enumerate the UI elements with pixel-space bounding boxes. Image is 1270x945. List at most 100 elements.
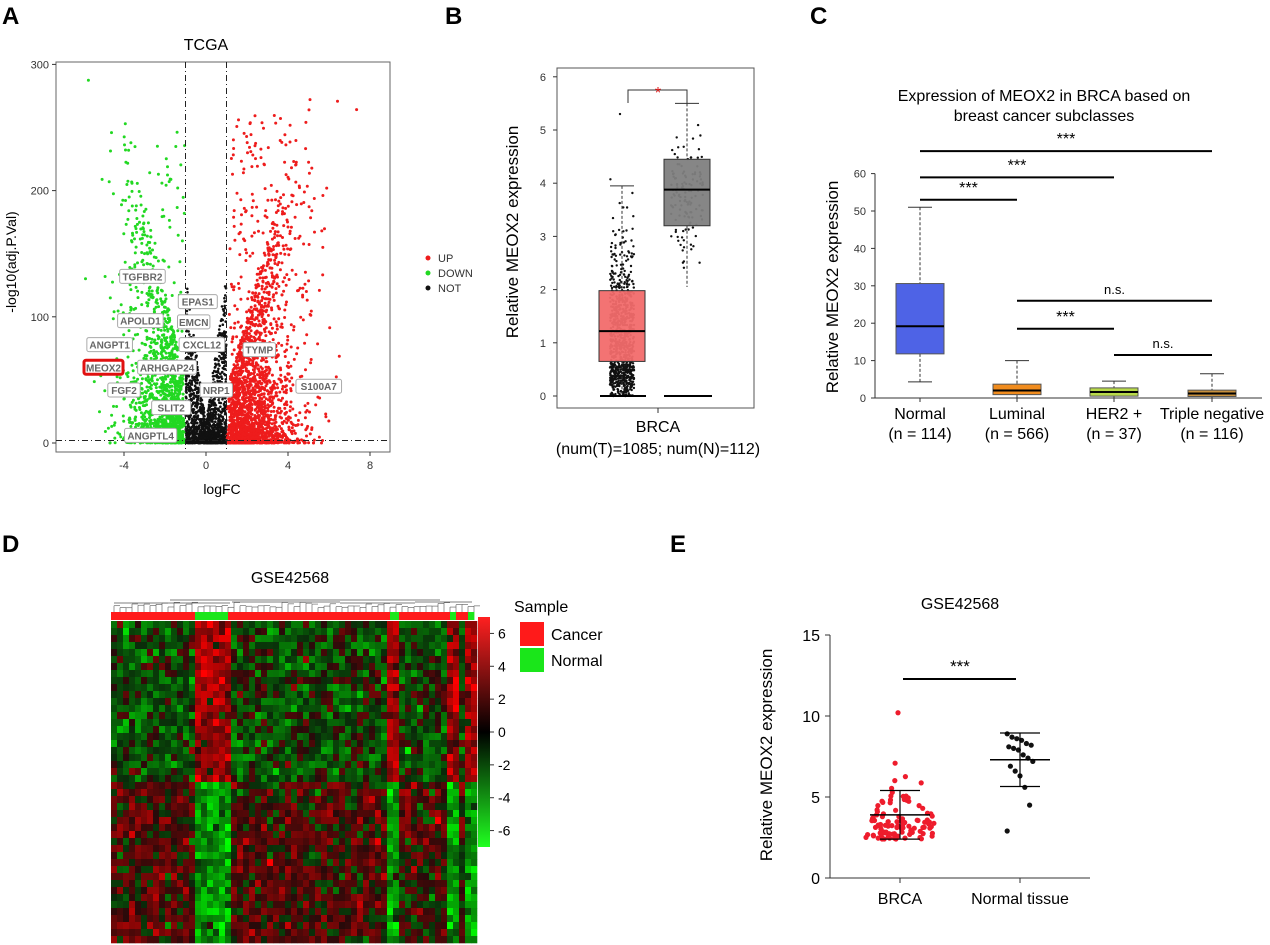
down-point bbox=[172, 281, 176, 285]
up-point bbox=[233, 387, 237, 391]
up-point bbox=[236, 432, 240, 436]
up-point bbox=[284, 173, 288, 177]
down-point bbox=[168, 225, 172, 229]
up-point bbox=[266, 313, 270, 317]
not-point bbox=[222, 367, 226, 371]
up-point bbox=[255, 441, 259, 445]
not-point bbox=[196, 371, 200, 375]
not-point bbox=[220, 375, 223, 378]
up-point bbox=[263, 187, 267, 191]
up-point bbox=[231, 400, 235, 404]
up-point bbox=[279, 325, 283, 329]
down-point bbox=[177, 421, 181, 424]
up-point bbox=[237, 386, 241, 390]
down-point bbox=[140, 241, 144, 245]
down-point bbox=[123, 260, 127, 264]
down-point bbox=[148, 419, 152, 423]
up-point bbox=[287, 253, 291, 257]
down-point bbox=[120, 203, 123, 207]
up-point bbox=[298, 286, 302, 290]
up-point bbox=[263, 319, 267, 323]
down-point bbox=[122, 232, 126, 236]
up-point bbox=[255, 278, 259, 282]
down-point bbox=[115, 405, 119, 408]
down-point bbox=[142, 221, 146, 225]
down-point bbox=[165, 309, 169, 313]
up-point bbox=[259, 331, 263, 335]
down-point bbox=[154, 300, 158, 304]
up-point bbox=[239, 222, 243, 226]
up-point bbox=[266, 262, 270, 266]
up-point bbox=[239, 340, 243, 344]
down-point bbox=[163, 386, 167, 390]
up-point bbox=[270, 402, 274, 406]
up-point bbox=[248, 428, 252, 432]
down-point bbox=[129, 425, 133, 428]
up-point bbox=[271, 253, 275, 257]
down-point bbox=[181, 195, 185, 199]
down-point bbox=[100, 177, 104, 181]
up-point bbox=[278, 424, 281, 428]
not-point bbox=[192, 333, 195, 337]
down-point bbox=[145, 301, 149, 305]
not-point bbox=[218, 421, 222, 424]
down-point bbox=[181, 397, 185, 400]
up-point bbox=[300, 423, 304, 427]
up-point bbox=[321, 273, 325, 277]
up-point bbox=[271, 248, 275, 251]
not-point bbox=[192, 411, 195, 415]
up-point bbox=[251, 359, 255, 363]
up-point bbox=[232, 348, 236, 352]
down-point bbox=[162, 423, 166, 427]
up-point bbox=[256, 267, 260, 271]
up-point bbox=[243, 362, 247, 366]
not-point bbox=[196, 378, 199, 382]
down-point bbox=[137, 348, 141, 352]
up-point bbox=[255, 308, 259, 312]
not-point bbox=[195, 376, 199, 380]
up-point bbox=[307, 171, 311, 175]
up-point bbox=[282, 193, 285, 197]
down-point bbox=[138, 237, 142, 241]
up-point bbox=[270, 274, 274, 278]
up-point bbox=[284, 303, 288, 307]
down-point bbox=[179, 163, 183, 167]
up-point bbox=[250, 192, 254, 196]
up-point bbox=[241, 390, 244, 394]
up-point bbox=[306, 424, 310, 428]
up-point bbox=[237, 232, 241, 236]
up-point bbox=[305, 409, 309, 412]
down-point bbox=[139, 227, 143, 231]
up-point bbox=[242, 413, 246, 417]
up-point bbox=[251, 435, 255, 439]
up-point bbox=[314, 403, 318, 407]
up-point bbox=[259, 411, 263, 415]
up-point bbox=[288, 409, 292, 413]
up-point bbox=[229, 157, 233, 160]
down-point bbox=[144, 207, 148, 211]
not-point bbox=[221, 426, 225, 430]
down-point bbox=[179, 436, 183, 440]
down-point bbox=[139, 411, 143, 415]
up-point bbox=[285, 342, 289, 346]
down-point bbox=[155, 341, 159, 345]
not-point bbox=[187, 374, 191, 378]
up-point bbox=[273, 258, 277, 262]
up-point bbox=[245, 331, 249, 335]
down-point bbox=[126, 355, 130, 359]
up-point bbox=[268, 440, 271, 444]
down-point bbox=[130, 400, 134, 404]
up-point bbox=[274, 244, 278, 248]
up-point bbox=[263, 297, 267, 301]
up-point bbox=[286, 247, 290, 251]
down-point bbox=[170, 393, 174, 397]
not-point bbox=[221, 323, 225, 327]
up-point bbox=[284, 143, 288, 147]
down-point bbox=[164, 297, 168, 301]
up-point bbox=[243, 401, 247, 405]
up-point bbox=[310, 209, 314, 213]
up-point bbox=[242, 333, 246, 337]
not-point bbox=[211, 401, 214, 405]
up-point bbox=[301, 318, 305, 322]
up-point bbox=[283, 390, 287, 394]
